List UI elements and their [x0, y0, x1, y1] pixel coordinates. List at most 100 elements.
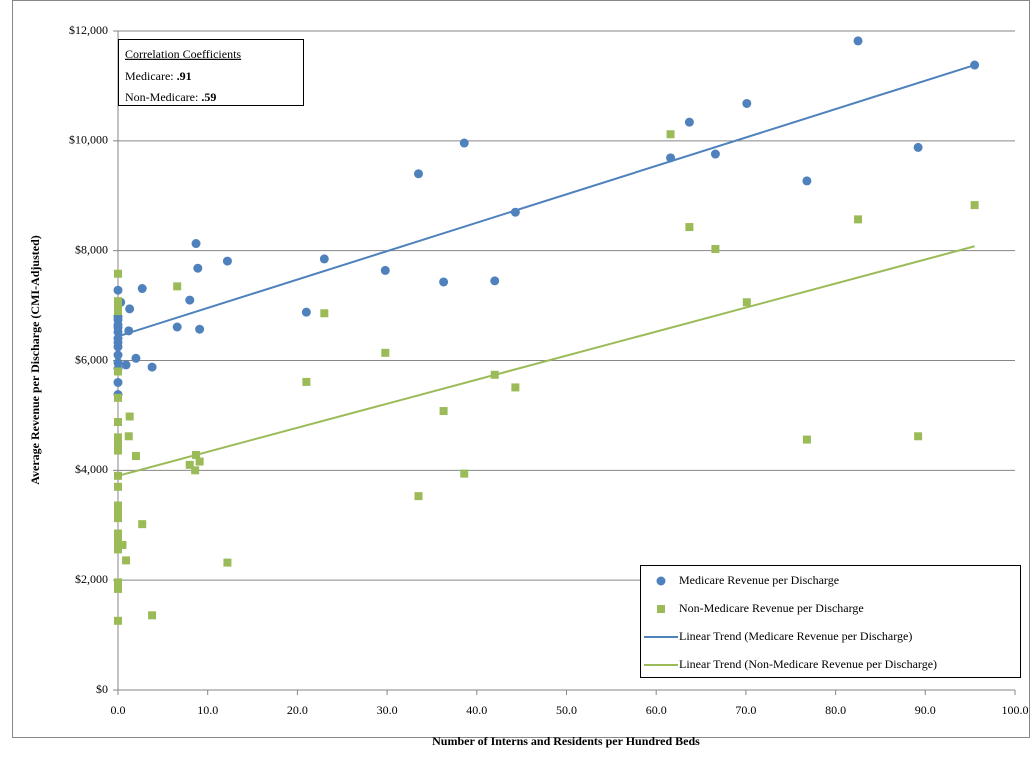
point	[114, 514, 122, 523]
annotation-label: Medicare:	[125, 69, 174, 83]
point	[710, 149, 720, 159]
point	[114, 446, 122, 455]
point	[114, 301, 122, 310]
y-tick-label: $2,000	[75, 572, 108, 586]
x-tick-label: 30.0	[377, 703, 398, 717]
point	[114, 545, 122, 554]
y-axis-label: Average Revenue per Discharge (CMI-Adjus…	[28, 235, 42, 485]
point	[137, 284, 147, 294]
point	[131, 353, 141, 363]
point	[414, 492, 423, 501]
point	[118, 541, 127, 550]
y-tick-label: $6,000	[75, 352, 108, 366]
y-tick-label: $0	[96, 682, 108, 696]
point	[191, 466, 200, 475]
x-tick-label: 90.0	[915, 703, 936, 717]
annotation-value: .91	[177, 69, 192, 83]
point	[914, 432, 923, 441]
x-tick-label: 60.0	[646, 703, 667, 717]
point	[114, 616, 122, 625]
point	[124, 432, 133, 441]
point	[380, 265, 390, 275]
point	[138, 520, 147, 529]
point	[122, 556, 131, 565]
point	[148, 611, 157, 620]
point	[301, 307, 311, 317]
trend-line	[117, 245, 975, 477]
point	[191, 239, 201, 249]
point	[113, 285, 123, 295]
legend-label: Medicare Revenue per Discharge	[679, 573, 839, 587]
point	[666, 130, 675, 139]
annotation-line: Medicare: .91	[125, 69, 192, 83]
point	[439, 407, 448, 416]
point	[459, 138, 469, 148]
point	[173, 282, 182, 291]
point	[490, 276, 500, 286]
point	[854, 215, 863, 224]
point	[114, 584, 122, 593]
point	[666, 153, 676, 163]
point	[381, 348, 390, 357]
point	[193, 263, 203, 273]
point	[147, 362, 157, 372]
y-tick-label: $12,000	[69, 23, 108, 37]
point	[684, 117, 694, 127]
x-tick-label: 70.0	[735, 703, 756, 717]
legend-label: Linear Trend (Medicare Revenue per Disch…	[679, 629, 912, 643]
legend-swatch	[656, 576, 666, 586]
annotation-line: Non-Medicare: .59	[125, 90, 216, 104]
point	[131, 452, 140, 461]
point	[114, 439, 122, 448]
point	[113, 342, 123, 352]
point	[172, 322, 182, 332]
x-tick-label: 10.0	[197, 703, 218, 717]
legend-label: Non-Medicare Revenue per Discharge	[679, 601, 864, 615]
legend-box	[640, 565, 1021, 678]
point	[490, 370, 499, 379]
point	[510, 207, 520, 217]
x-tick-label: 20.0	[287, 703, 308, 717]
point	[125, 412, 134, 421]
y-tick-label: $4,000	[75, 462, 108, 476]
point	[114, 471, 122, 480]
annotation-label: Non-Medicare:	[125, 90, 198, 104]
y-tick-label: $8,000	[75, 242, 108, 256]
point	[711, 245, 720, 254]
point	[114, 539, 122, 548]
point	[114, 433, 122, 442]
point	[222, 256, 232, 266]
point	[970, 201, 979, 210]
annotation-title: Correlation Coefficients	[125, 47, 241, 61]
x-tick-label: 0.0	[111, 703, 126, 717]
point	[970, 60, 980, 70]
legend-label: Linear Trend (Non-Medicare Revenue per D…	[679, 657, 937, 671]
point	[685, 223, 694, 232]
annotation-value: .59	[201, 90, 216, 104]
point	[853, 36, 863, 46]
point	[302, 377, 311, 386]
point	[742, 98, 752, 108]
point	[114, 506, 122, 515]
point	[460, 469, 469, 478]
point	[124, 326, 134, 336]
x-tick-label: 50.0	[556, 703, 577, 717]
point	[802, 176, 812, 186]
point	[114, 307, 122, 316]
point	[113, 327, 123, 337]
point	[195, 324, 205, 334]
point	[185, 460, 194, 469]
point	[125, 304, 135, 314]
x-tick-label: 80.0	[825, 703, 846, 717]
point	[742, 298, 751, 307]
point	[114, 367, 122, 376]
point	[185, 295, 195, 305]
point	[114, 297, 122, 306]
point	[413, 169, 423, 179]
x-tick-label: 40.0	[466, 703, 487, 717]
point	[223, 558, 232, 567]
x-tick-label: 100.0	[1002, 703, 1029, 717]
point	[195, 457, 204, 466]
point	[114, 533, 122, 542]
